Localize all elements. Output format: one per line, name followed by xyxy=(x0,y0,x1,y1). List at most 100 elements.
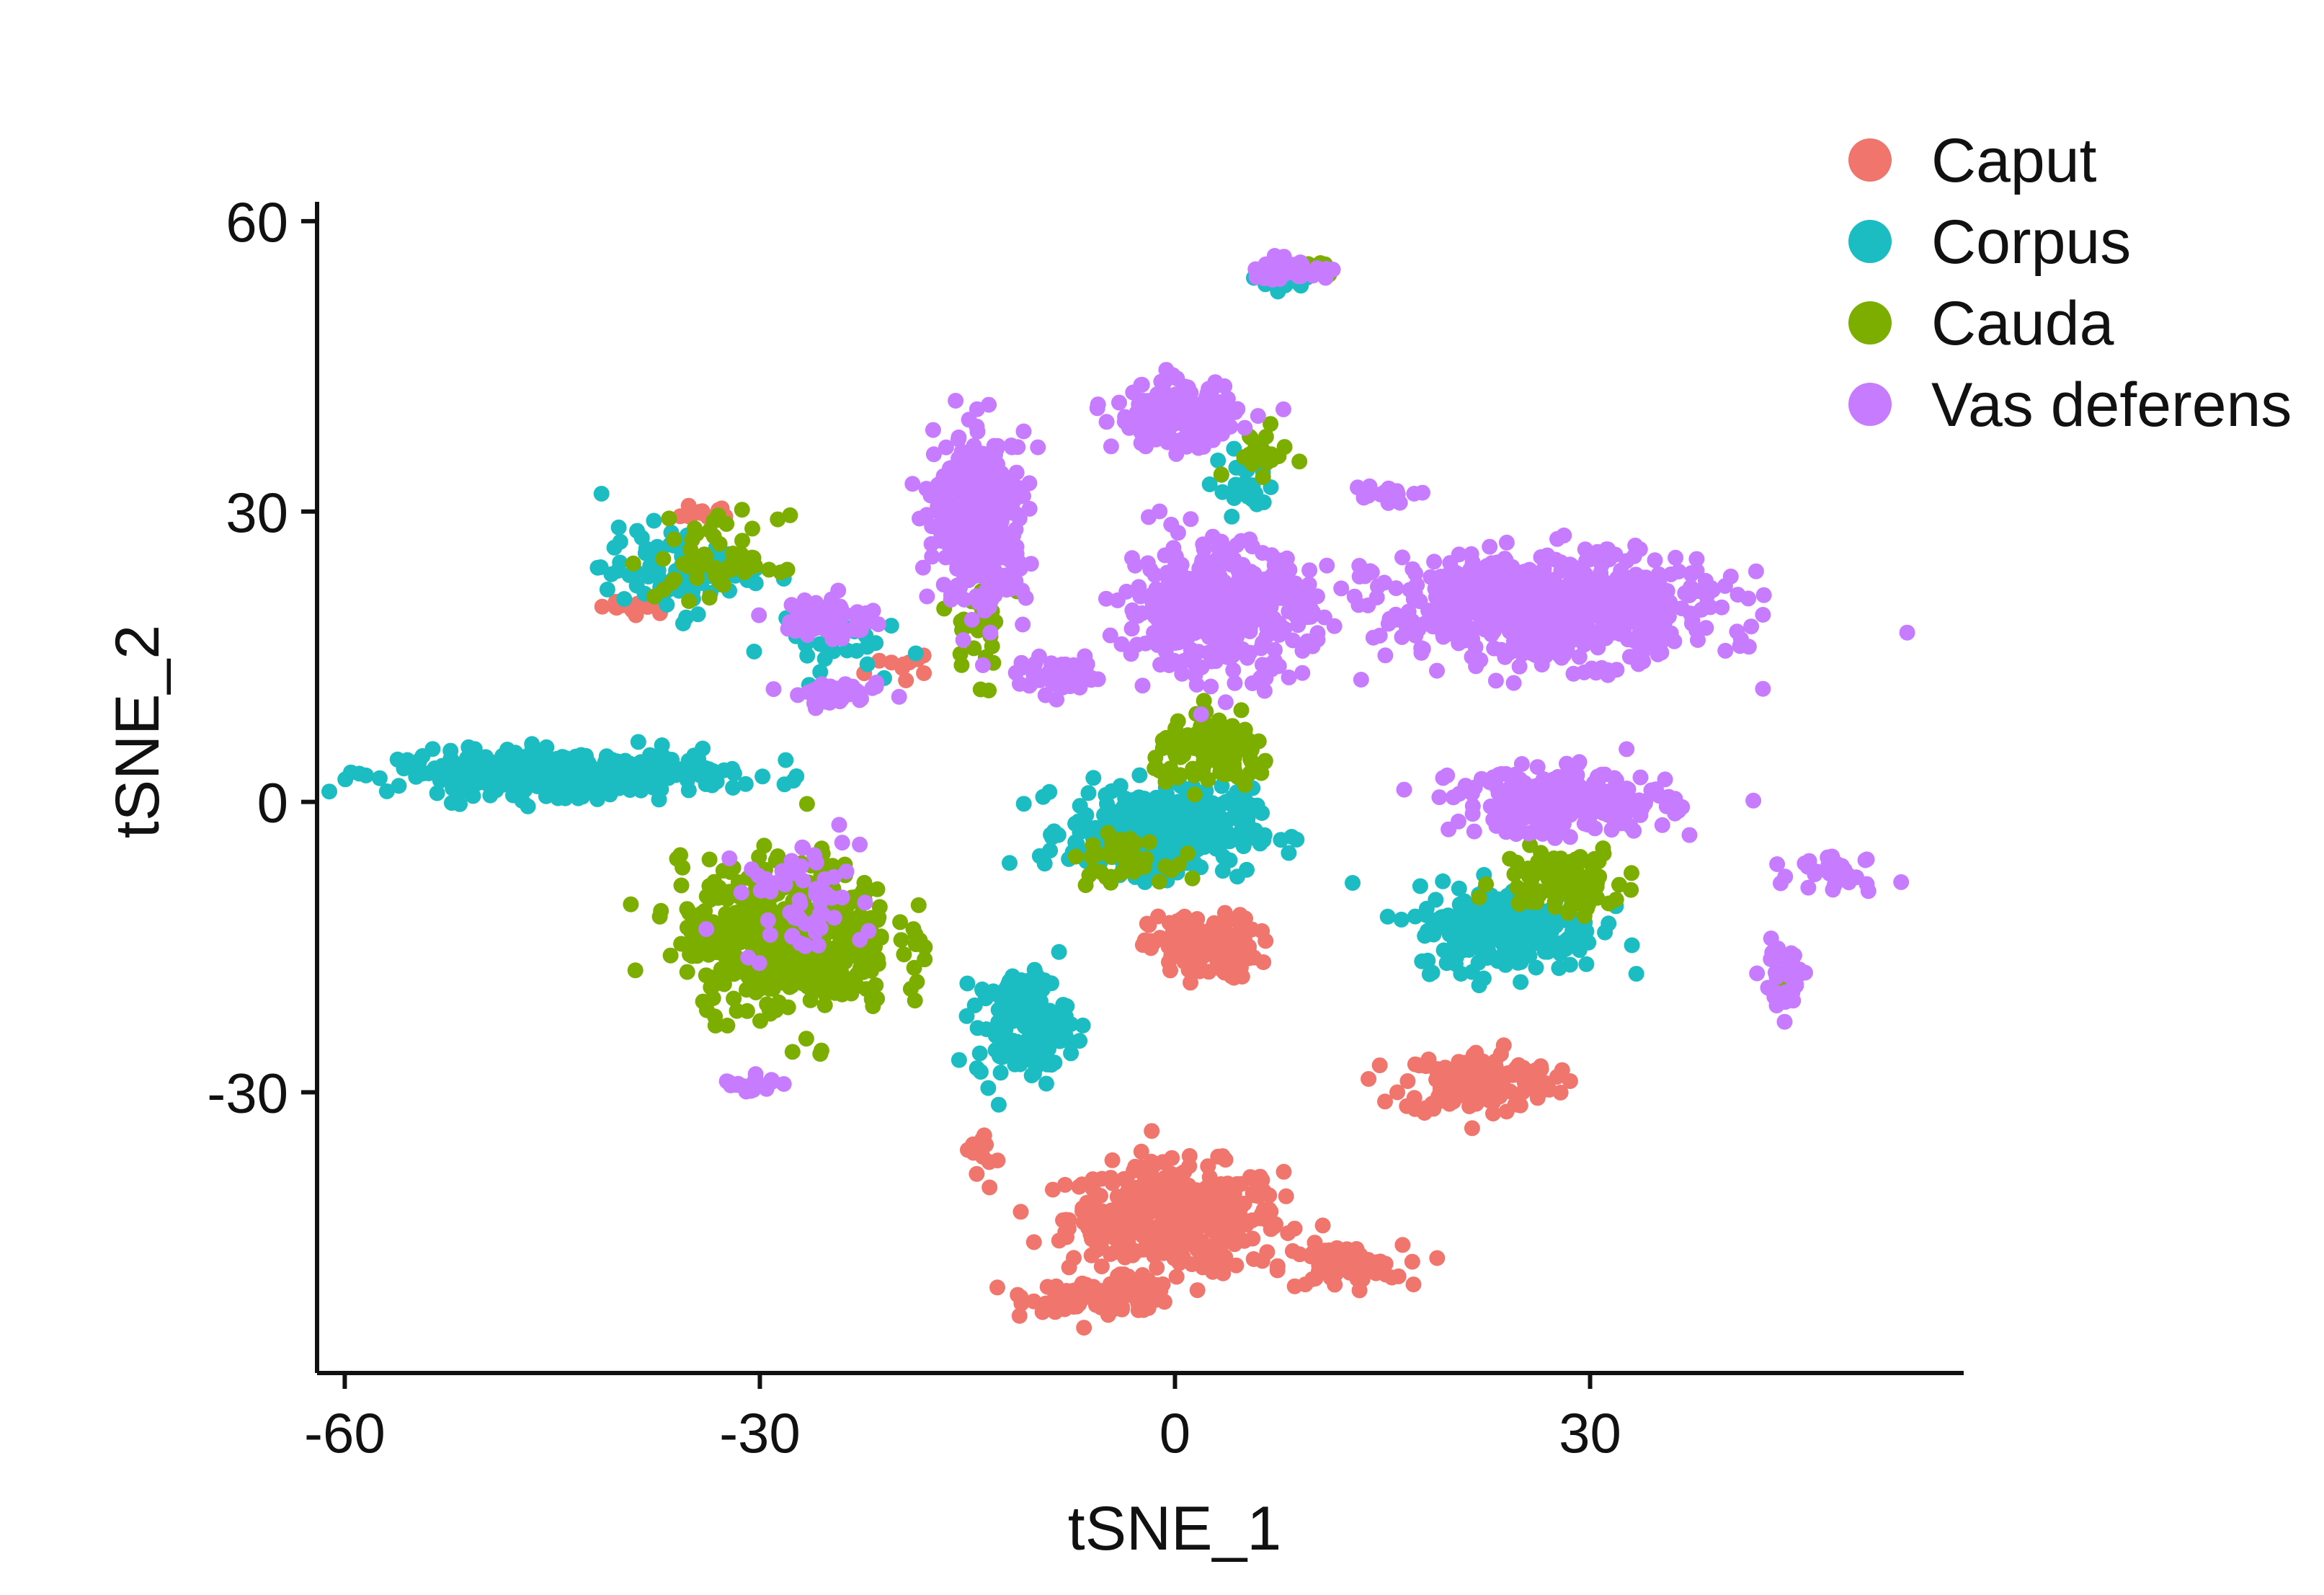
data-point xyxy=(532,757,548,774)
data-point xyxy=(724,760,741,777)
data-point xyxy=(1433,910,1449,925)
data-point xyxy=(1732,638,1748,654)
data-point xyxy=(1067,815,1084,832)
data-point xyxy=(737,776,754,792)
series-cauda xyxy=(623,255,1800,1062)
data-point xyxy=(992,1065,1009,1081)
data-point xyxy=(1511,896,1528,912)
data-point xyxy=(1609,586,1626,603)
data-point xyxy=(1688,622,1705,639)
data-point xyxy=(945,532,961,548)
data-point xyxy=(689,570,705,587)
data-point xyxy=(1490,554,1506,571)
data-point xyxy=(1160,427,1177,443)
data-point xyxy=(1541,1081,1557,1098)
data-point xyxy=(1304,1271,1321,1287)
data-point xyxy=(842,972,859,989)
data-point xyxy=(1217,825,1234,841)
data-point xyxy=(980,1080,997,1096)
data-point xyxy=(1203,678,1219,695)
data-point xyxy=(1126,1287,1142,1304)
data-point xyxy=(729,1003,745,1019)
data-point xyxy=(1184,870,1201,887)
data-point xyxy=(371,770,388,786)
data-point xyxy=(1177,925,1193,942)
data-point xyxy=(1179,811,1196,827)
data-point xyxy=(1536,917,1553,933)
data-point xyxy=(1495,952,1511,969)
data-point xyxy=(1214,863,1231,879)
data-point xyxy=(1134,677,1151,694)
data-point xyxy=(1144,1123,1160,1139)
data-point xyxy=(1103,438,1119,455)
data-point xyxy=(1590,639,1606,656)
data-point xyxy=(1148,581,1165,597)
data-point xyxy=(448,771,465,788)
data-point xyxy=(1464,1085,1481,1102)
data-point xyxy=(1087,1200,1103,1217)
data-point xyxy=(1134,937,1151,954)
data-point xyxy=(1168,1269,1185,1285)
data-point xyxy=(1412,878,1428,894)
data-point xyxy=(925,422,941,438)
data-point xyxy=(976,603,993,619)
data-point xyxy=(685,556,701,572)
data-point xyxy=(1243,737,1260,753)
data-point xyxy=(725,779,742,796)
data-point xyxy=(1234,643,1250,659)
data-point xyxy=(1073,1280,1090,1297)
data-point xyxy=(992,1048,1007,1065)
data-point xyxy=(1510,1090,1527,1106)
data-point xyxy=(1131,767,1148,783)
data-point xyxy=(1394,628,1410,645)
data-point xyxy=(1479,1089,1495,1106)
data-point xyxy=(1143,1153,1159,1170)
data-point xyxy=(1224,508,1240,525)
data-point xyxy=(1472,652,1489,668)
data-point xyxy=(896,946,912,963)
data-point xyxy=(1513,974,1529,990)
data-point xyxy=(1322,1261,1338,1278)
data-point xyxy=(1226,487,1242,503)
data-point xyxy=(1226,956,1242,973)
data-point xyxy=(1057,1176,1073,1193)
data-point xyxy=(1149,1259,1165,1276)
data-point xyxy=(981,683,997,698)
data-point xyxy=(1176,652,1193,669)
data-point xyxy=(429,785,445,801)
data-point xyxy=(616,591,633,607)
data-point xyxy=(810,982,826,998)
data-point xyxy=(953,460,969,476)
data-point xyxy=(1167,553,1183,569)
data-point xyxy=(1304,638,1321,654)
data-point xyxy=(655,551,672,567)
data-point xyxy=(1275,401,1291,417)
data-point xyxy=(1581,551,1598,568)
data-point xyxy=(1250,408,1266,425)
data-point xyxy=(1190,921,1207,938)
data-point xyxy=(1624,937,1640,954)
data-point xyxy=(1233,1199,1250,1215)
data-point xyxy=(952,502,969,518)
data-point xyxy=(711,536,728,552)
data-point xyxy=(1447,1075,1463,1092)
data-point xyxy=(1094,1170,1110,1187)
data-point xyxy=(682,541,699,558)
data-point xyxy=(744,520,760,537)
data-point xyxy=(1263,622,1279,638)
data-point xyxy=(1530,853,1546,870)
data-point xyxy=(1255,469,1271,485)
data-point xyxy=(1333,580,1350,597)
data-point xyxy=(812,664,829,680)
data-point xyxy=(741,899,757,916)
data-point xyxy=(1479,950,1496,966)
data-point xyxy=(1597,600,1613,617)
data-point xyxy=(1104,1152,1121,1168)
data-point xyxy=(593,486,610,502)
data-point xyxy=(790,972,806,988)
data-point xyxy=(1209,802,1226,819)
data-point xyxy=(1357,568,1374,585)
data-point xyxy=(427,760,443,776)
data-point xyxy=(1136,874,1153,890)
data-point xyxy=(1460,620,1476,636)
